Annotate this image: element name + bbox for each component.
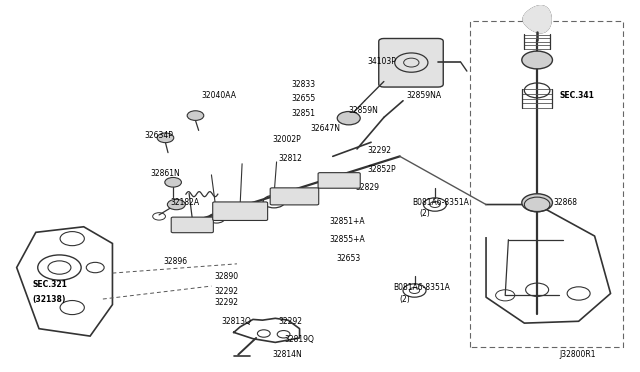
- Text: 32634P: 32634P: [145, 131, 173, 141]
- Circle shape: [187, 111, 204, 121]
- Text: 32812: 32812: [278, 154, 302, 163]
- Text: 32655: 32655: [291, 94, 316, 103]
- Text: J32800R1: J32800R1: [559, 350, 596, 359]
- FancyBboxPatch shape: [212, 202, 268, 221]
- Circle shape: [165, 177, 181, 187]
- Text: 32833: 32833: [291, 80, 316, 89]
- Text: 32851: 32851: [291, 109, 316, 118]
- Circle shape: [181, 219, 203, 231]
- Text: 32292: 32292: [278, 317, 303, 326]
- FancyBboxPatch shape: [270, 188, 319, 205]
- Text: 32859NA: 32859NA: [406, 91, 442, 100]
- Text: 32868: 32868: [553, 198, 577, 207]
- Text: SEC.341: SEC.341: [559, 91, 595, 100]
- Text: 32002P: 32002P: [272, 135, 301, 144]
- Text: 32855+A: 32855+A: [330, 235, 365, 244]
- Text: 32292: 32292: [368, 146, 392, 155]
- Text: 32859N: 32859N: [349, 106, 379, 115]
- Circle shape: [157, 133, 173, 142]
- Text: 32819Q: 32819Q: [285, 335, 315, 344]
- Text: 32851+A: 32851+A: [330, 217, 365, 226]
- Text: 32292: 32292: [291, 191, 316, 200]
- FancyBboxPatch shape: [379, 38, 444, 87]
- Text: 32813Q: 32813Q: [221, 317, 251, 326]
- Text: B081A6-8351A: B081A6-8351A: [413, 198, 470, 207]
- Text: 32647N: 32647N: [310, 124, 340, 133]
- Text: 32890: 32890: [214, 272, 239, 281]
- Text: 32653: 32653: [336, 254, 360, 263]
- Text: (32138): (32138): [33, 295, 66, 304]
- Polygon shape: [523, 6, 551, 33]
- Text: 32040AA: 32040AA: [202, 91, 237, 100]
- Text: 32055: 32055: [176, 221, 200, 230]
- Text: 34103P: 34103P: [368, 57, 397, 66]
- Text: 32861N: 32861N: [151, 169, 180, 177]
- Circle shape: [288, 189, 307, 201]
- Text: 32814N: 32814N: [272, 350, 302, 359]
- Text: (2): (2): [419, 209, 429, 218]
- FancyBboxPatch shape: [318, 173, 360, 188]
- Text: 32852P: 32852P: [368, 165, 397, 174]
- Text: 32896: 32896: [164, 257, 188, 266]
- Circle shape: [168, 199, 185, 210]
- Text: B081A6-8351A: B081A6-8351A: [394, 283, 451, 292]
- Text: 32292: 32292: [214, 287, 239, 296]
- Text: SEC.321: SEC.321: [33, 280, 67, 289]
- Circle shape: [337, 112, 360, 125]
- Text: (2): (2): [400, 295, 411, 304]
- FancyBboxPatch shape: [172, 217, 213, 233]
- Text: 32292: 32292: [214, 298, 239, 307]
- Circle shape: [522, 194, 552, 212]
- Circle shape: [227, 204, 253, 219]
- Text: 32182A: 32182A: [170, 198, 199, 207]
- Circle shape: [522, 51, 552, 69]
- Text: 32829: 32829: [355, 183, 379, 192]
